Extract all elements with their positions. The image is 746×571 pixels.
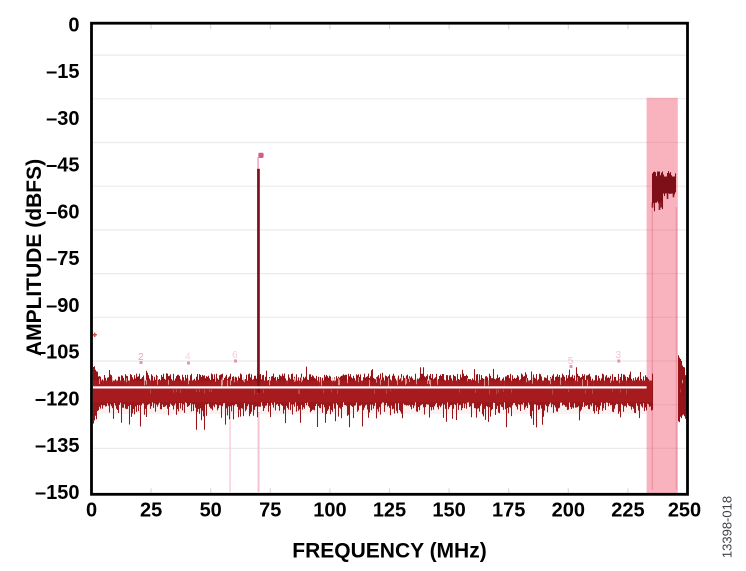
svg-text:–105: –105 (35, 342, 80, 364)
svg-text:25: 25 (140, 500, 162, 522)
svg-text:–150: –150 (35, 482, 80, 504)
svg-text:250: 250 (668, 500, 701, 522)
svg-text:–90: –90 (46, 295, 79, 317)
svg-text:125: 125 (373, 500, 406, 522)
svg-text:0: 0 (86, 500, 97, 522)
svg-text:AMPLITUDE (dBFS): AMPLITUDE (dBFS) (23, 159, 46, 356)
svg-text:–45: –45 (46, 155, 79, 177)
svg-text:–60: –60 (46, 201, 79, 223)
svg-text:–120: –120 (35, 388, 80, 410)
svg-text:225: 225 (611, 500, 644, 522)
svg-text:–15: –15 (46, 61, 79, 83)
svg-text:200: 200 (552, 500, 585, 522)
svg-text:–135: –135 (35, 435, 80, 457)
svg-text:175: 175 (492, 500, 525, 522)
svg-text:4: 4 (185, 352, 191, 363)
svg-text:75: 75 (259, 500, 281, 522)
svg-text:6: 6 (232, 350, 238, 361)
svg-text:5: 5 (568, 356, 574, 367)
svg-text:0: 0 (68, 14, 79, 36)
svg-text:2: 2 (138, 352, 144, 363)
svg-text:3: 3 (616, 350, 622, 361)
svg-text:100: 100 (313, 500, 346, 522)
svg-text:50: 50 (200, 500, 222, 522)
svg-text:FREQUENCY (MHz): FREQUENCY (MHz) (292, 539, 486, 562)
svg-text:13398-018: 13398-018 (720, 496, 735, 558)
svg-text:–30: –30 (46, 108, 79, 130)
svg-text:150: 150 (432, 500, 465, 522)
svg-text:–75: –75 (46, 248, 79, 270)
